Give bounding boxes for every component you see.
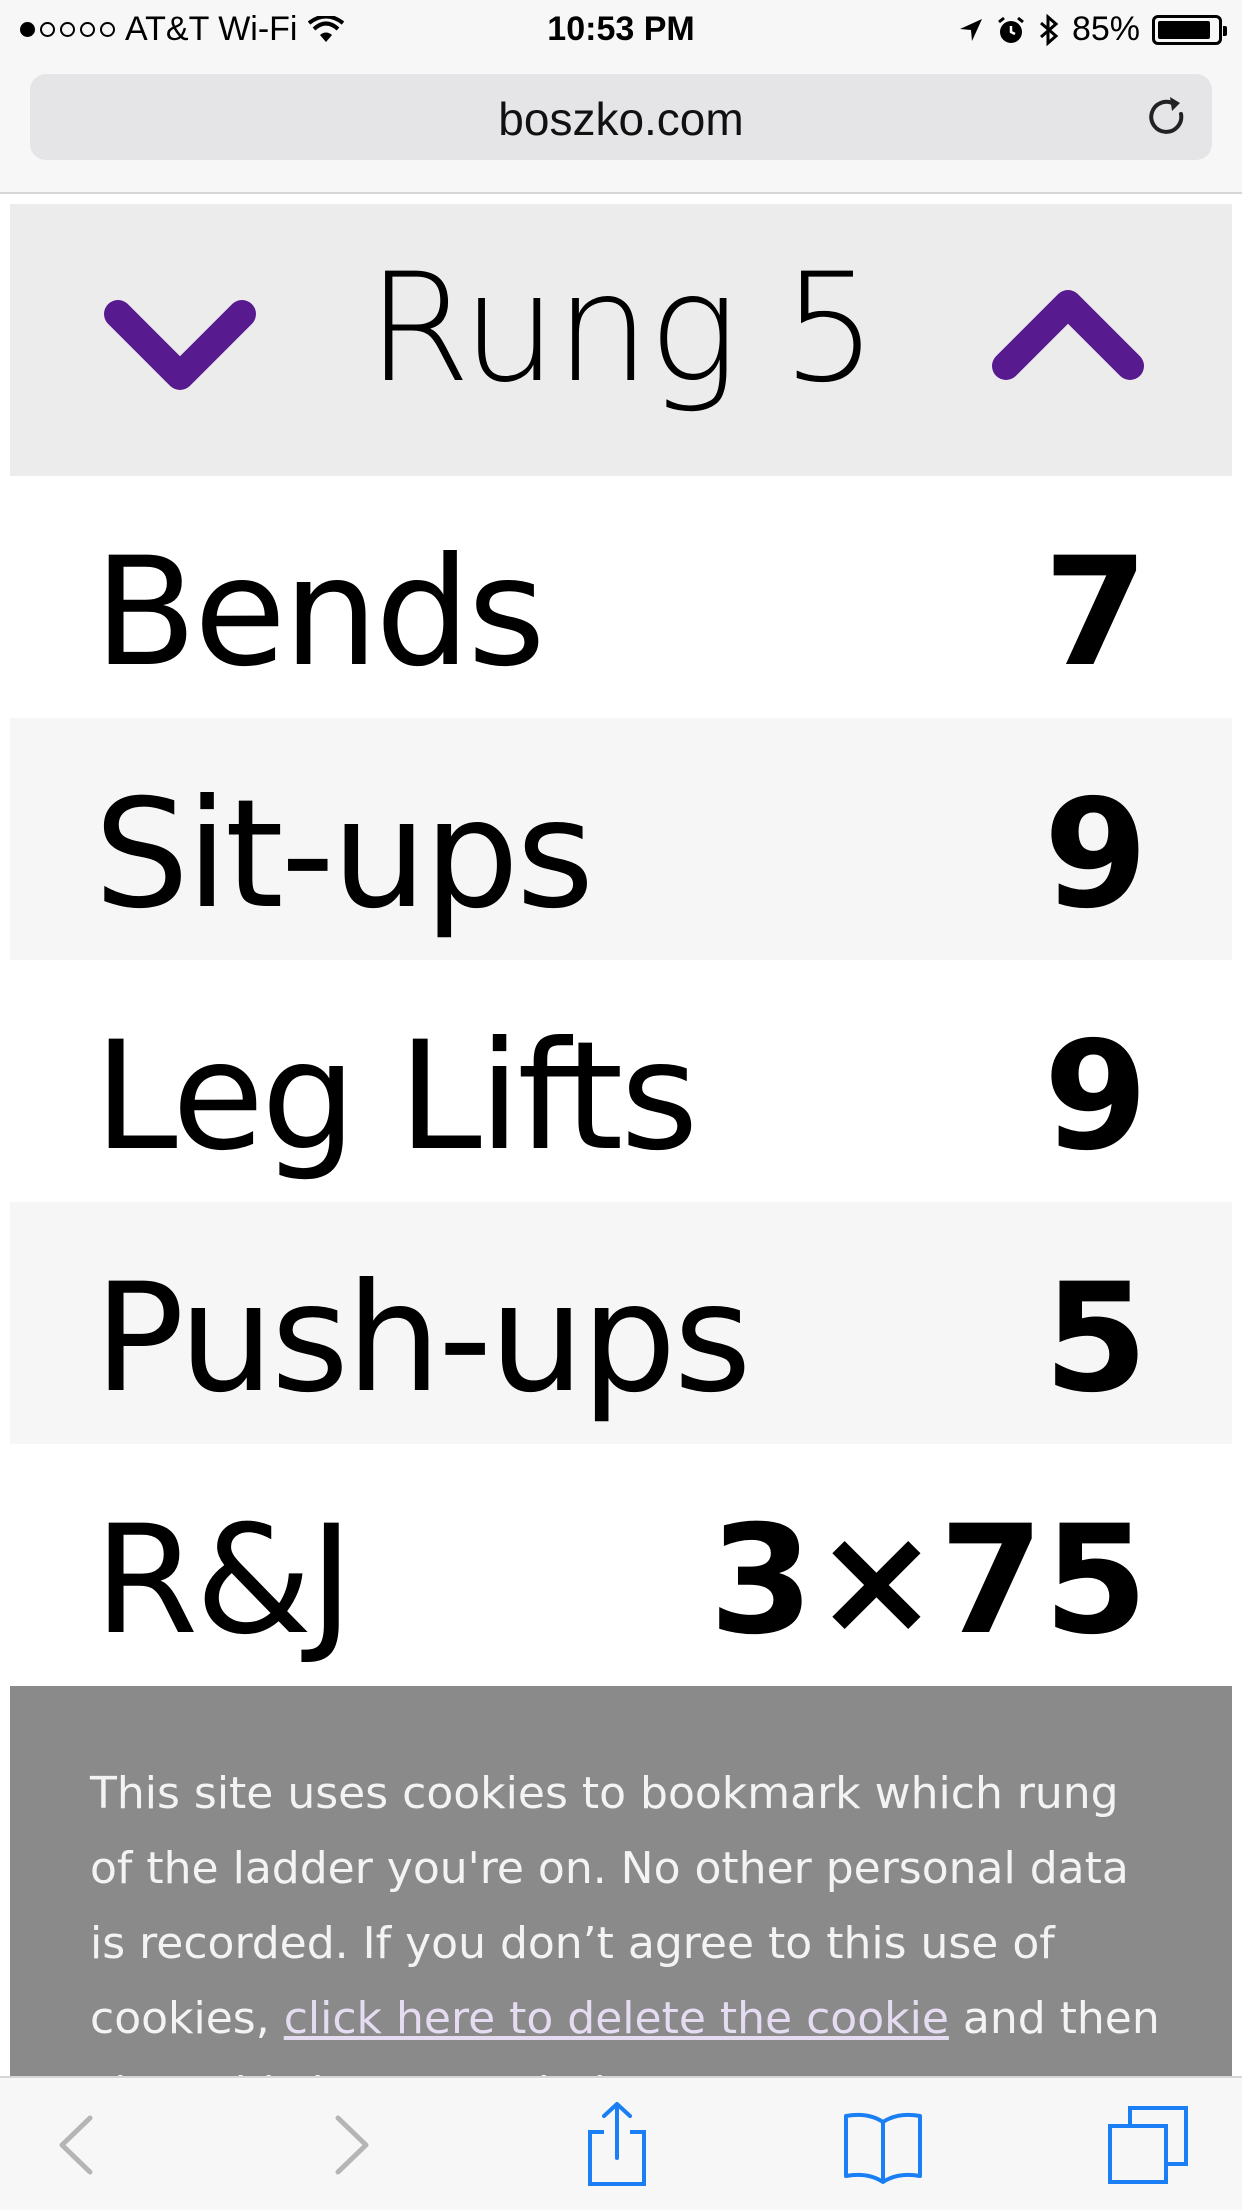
location-arrow-icon [959,18,982,41]
status-bar: AT&T Wi-Fi 10:53 PM 85% [0,0,1242,62]
exercise-count: 9 [1043,768,1148,942]
url-text[interactable]: boszko.com [498,93,744,145]
bluetooth-icon [1039,13,1059,46]
status-time: 10:53 PM [547,10,695,48]
chevron-up-icon[interactable] [988,280,1148,400]
cookie-banner: This site uses cookies to bookmark which… [10,1686,1232,2076]
status-left: AT&T Wi-Fi [20,10,344,49]
exercise-row-bends: Bends 7 [10,476,1232,718]
exercise-count: 7 [1043,526,1148,700]
exercise-row-situps: Sit-ups 9 [10,718,1232,960]
exercise-row-leg-lifts: Leg Lifts 9 [10,960,1232,1202]
carrier-label: AT&T Wi-Fi [125,10,298,48]
cookie-text-after: and then close this browser window. [90,1993,1160,2076]
exercise-row-rj: R&J 3×75 [10,1444,1232,1686]
share-icon[interactable] [572,2100,662,2190]
reload-icon[interactable] [1144,94,1190,140]
browser-toolbar [0,2076,1242,2210]
cookie-text: This site uses cookies to bookmark which… [90,1756,1170,2076]
rung-header: Rung 5 [10,204,1232,476]
exercise-count: 3×75 [709,1494,1148,1668]
exercise-label: R&J [94,1494,353,1668]
battery-icon [1152,14,1227,45]
wifi-icon [307,15,344,42]
status-right: 85% [958,10,1227,49]
exercise-count: 5 [1043,1252,1148,1426]
delete-cookie-link[interactable]: click here to delete the cookie [283,1993,949,2044]
signal-dots-icon [20,22,115,37]
alarm-icon [998,16,1024,43]
battery-percent: 85% [1071,10,1140,48]
exercise-count: 9 [1043,1010,1148,1184]
rung-title: Rung 5 [366,242,878,416]
address-bar[interactable]: boszko.com [30,74,1212,160]
browser-chrome: boszko.com [0,62,1242,194]
back-icon[interactable] [32,2100,122,2190]
exercise-label: Bends [94,526,546,700]
exercise-row-pushups: Push-ups 5 [10,1202,1232,1444]
bookmarks-icon[interactable] [838,2100,928,2190]
exercise-label: Push-ups [94,1252,752,1426]
tabs-icon[interactable] [1104,2100,1194,2190]
chevron-down-icon[interactable] [100,280,260,400]
exercise-label: Sit-ups [94,768,594,942]
exercise-label: Leg Lifts [94,1010,698,1184]
forward-icon[interactable] [306,2100,396,2190]
cookie-text-before: This site uses cookies to bookmark which… [90,1768,1129,2044]
